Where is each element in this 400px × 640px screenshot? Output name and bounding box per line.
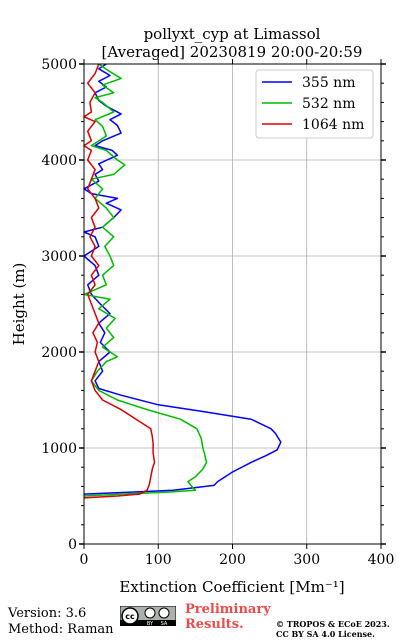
plot-frame — [83, 63, 382, 545]
preliminary-line-2: Results. — [185, 617, 244, 632]
preliminary-notice: Preliminary Results. — [185, 602, 271, 632]
sa-label: SA — [161, 621, 168, 626]
chart-subtitle: [Averaged] 20230819 20:00-20:59 — [102, 43, 363, 61]
x-tick-label: 100 — [145, 552, 172, 568]
by-icon — [144, 607, 156, 619]
y-tick-label: 2000 — [41, 345, 77, 361]
legend-label: 355 nm — [302, 75, 355, 91]
x-tick-label: 300 — [293, 552, 320, 568]
chart-title: pollyxt_cyp at Limassol — [144, 25, 321, 43]
y-tick-label: 3000 — [41, 249, 77, 265]
y-tick-label: 1000 — [41, 441, 77, 457]
cc-icon — [121, 607, 139, 625]
legend: 355 nm 532 nm 1064 nm — [255, 69, 374, 139]
legend-label: 1064 nm — [302, 117, 364, 133]
series-line-355-nm — [83, 63, 282, 495]
x-tick-label: 200 — [219, 552, 246, 568]
series-line-1064-nm — [83, 63, 156, 499]
chart-svg: pollyxt_cyp at Limassol [Averaged] 20230… — [10, 25, 394, 596]
legend-label: 532 nm — [302, 96, 355, 112]
series-lines — [83, 63, 282, 499]
copyright-notice: © TROPOS & ECoE 2023. CC BY SA 4.0 Licen… — [276, 619, 390, 639]
y-axis-label: Height (m) — [10, 263, 28, 346]
x-tick-label: 400 — [368, 552, 395, 568]
cc-icon-text: cc — [125, 612, 135, 621]
legend-box — [255, 69, 374, 139]
method-text: Method: Raman — [8, 622, 114, 637]
x-axis-label: Extinction Coefficient [Mm⁻¹] — [119, 578, 344, 596]
sa-icon — [158, 607, 170, 619]
preliminary-line-1: Preliminary — [185, 602, 271, 617]
series-line-532-nm — [83, 63, 208, 497]
cc-license-badge: cc BY SA — [120, 606, 176, 626]
copyright-line-1: © TROPOS & ECoE 2023. — [276, 619, 390, 629]
copyright-line-2: CC BY SA 4.0 License. — [276, 629, 375, 639]
y-tick-label: 5000 — [41, 57, 77, 73]
y-tick-label: 4000 — [41, 153, 77, 169]
version-text: Version: 3.6 — [8, 606, 87, 621]
by-label: BY — [147, 621, 154, 626]
y-tick-label: 0 — [68, 537, 77, 553]
x-tick-label: 0 — [80, 552, 89, 568]
